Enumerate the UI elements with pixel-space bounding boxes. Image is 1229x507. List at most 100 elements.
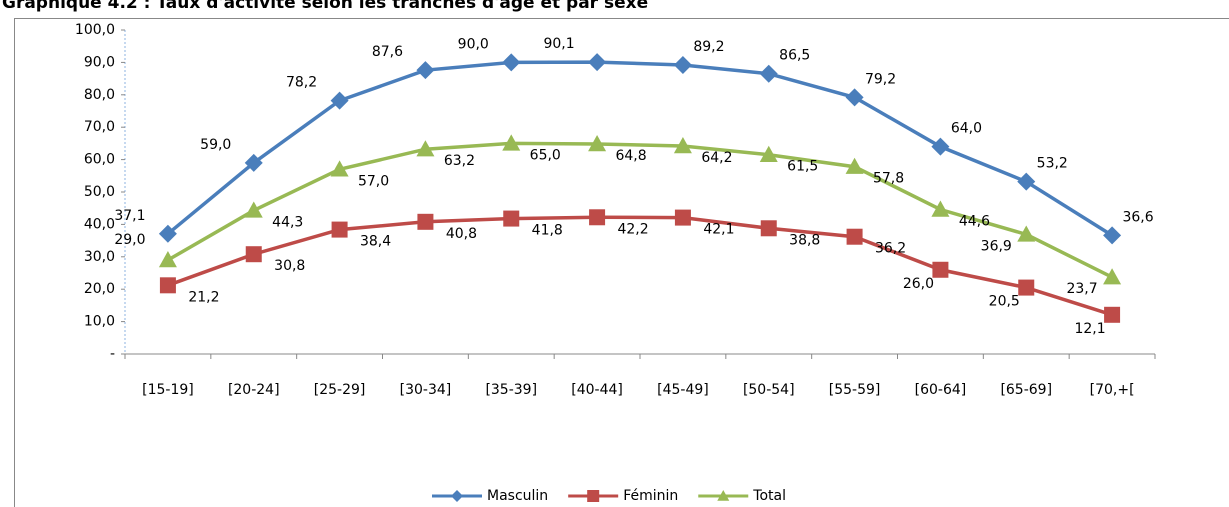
data-label: 36,2	[875, 241, 906, 257]
data-point	[416, 61, 435, 80]
data-label: 89,2	[693, 39, 724, 55]
legend-label: Féminin	[623, 488, 678, 504]
y-tick-label: 10,0	[84, 314, 115, 330]
data-point	[330, 160, 349, 177]
data-label: 44,3	[272, 214, 303, 230]
data-point	[1103, 268, 1122, 285]
data-label: 12,1	[1074, 321, 1105, 337]
data-point	[158, 251, 177, 268]
data-point	[1017, 225, 1036, 242]
data-label: 86,5	[779, 48, 810, 64]
legend-marker	[717, 490, 730, 501]
data-label: 42,1	[703, 222, 734, 238]
series-line	[167, 141, 1113, 279]
data-point	[674, 209, 691, 226]
x-tick-label: [40-44]	[571, 382, 623, 398]
series-line	[166, 60, 1114, 237]
legend-marker	[587, 490, 600, 502]
data-point	[417, 213, 434, 230]
data-point	[932, 261, 949, 278]
data-point	[330, 91, 349, 110]
data-label: 78,2	[286, 75, 317, 91]
data-point	[759, 64, 778, 83]
data-label: 65,0	[530, 147, 561, 163]
y-tick-label: 20,0	[84, 281, 115, 297]
y-tick-label: 50,0	[84, 184, 115, 200]
data-point	[931, 200, 950, 217]
y-tick-label: -	[110, 346, 115, 362]
data-point	[931, 137, 950, 156]
data-label: 57,0	[358, 173, 389, 189]
data-label: 63,2	[444, 153, 475, 169]
y-tick-label: 40,0	[84, 216, 115, 232]
x-tick-label: [65-69]	[1000, 382, 1052, 398]
data-label: 61,5	[787, 159, 818, 175]
data-point	[673, 136, 692, 154]
data-label: 29,0	[114, 232, 145, 248]
data-label: 41,8	[532, 223, 563, 239]
legend-label: Masculin	[487, 488, 548, 504]
data-point	[1104, 306, 1121, 323]
x-tick-label: [20-24]	[228, 382, 280, 398]
data-point	[589, 209, 606, 226]
legend-label: Total	[752, 488, 786, 504]
data-point	[845, 157, 864, 174]
data-point	[416, 140, 435, 157]
x-tick-label: [60-64]	[915, 382, 967, 398]
data-label: 90,0	[458, 36, 489, 52]
data-label: 37,1	[114, 208, 145, 224]
data-label: 36,6	[1122, 209, 1153, 225]
data-point	[244, 201, 263, 218]
data-point	[244, 153, 263, 172]
data-label: 20,5	[989, 294, 1020, 310]
y-tick-label: 60,0	[84, 152, 115, 168]
data-label: 59,0	[200, 137, 231, 153]
data-label: 79,2	[865, 71, 896, 87]
legend-marker	[451, 490, 463, 502]
data-point	[673, 55, 692, 74]
data-label: 90,1	[543, 36, 574, 52]
data-point	[245, 246, 262, 263]
data-label: 57,8	[873, 171, 904, 187]
data-label: 53,2	[1037, 156, 1068, 172]
data-point	[1017, 172, 1036, 191]
x-tick-label: [50-54]	[743, 382, 795, 398]
data-label: 40,8	[446, 226, 477, 242]
data-point	[1103, 226, 1122, 245]
x-tick-label: [30-34]	[400, 382, 452, 398]
x-tick-label: [70,+[	[1090, 382, 1135, 398]
data-label: 36,9	[981, 238, 1012, 254]
data-point	[502, 53, 521, 72]
data-label: 64,8	[615, 148, 646, 164]
data-label: 23,7	[1066, 281, 1097, 297]
y-tick-label: 70,0	[84, 119, 115, 135]
data-point	[760, 220, 777, 237]
y-tick-label: 100,0	[75, 22, 115, 38]
y-tick-label: 80,0	[84, 87, 115, 103]
data-point	[588, 53, 607, 72]
data-point	[502, 134, 521, 151]
data-label: 38,8	[789, 232, 820, 248]
data-point	[846, 228, 863, 245]
data-label: 21,2	[188, 289, 219, 305]
data-label: 26,0	[903, 276, 934, 292]
data-point	[1018, 279, 1035, 296]
y-tick-label: 90,0	[84, 54, 115, 70]
chart-title: Graphique 4.2 : Taux d'activité selon le…	[2, 0, 648, 13]
data-point	[159, 277, 176, 294]
series-line	[167, 215, 1113, 317]
x-tick-label: [15-19]	[142, 382, 194, 398]
data-label: 30,8	[274, 258, 305, 274]
data-label: 44,6	[959, 213, 990, 229]
data-point	[759, 145, 778, 162]
data-point	[588, 135, 607, 152]
data-point	[158, 224, 177, 243]
data-label: 64,2	[701, 150, 732, 166]
x-tick-label: [45-49]	[657, 382, 709, 398]
data-point	[845, 88, 864, 107]
data-label: 87,6	[372, 44, 403, 60]
data-label: 38,4	[360, 234, 391, 250]
data-label: 64,0	[951, 121, 982, 137]
